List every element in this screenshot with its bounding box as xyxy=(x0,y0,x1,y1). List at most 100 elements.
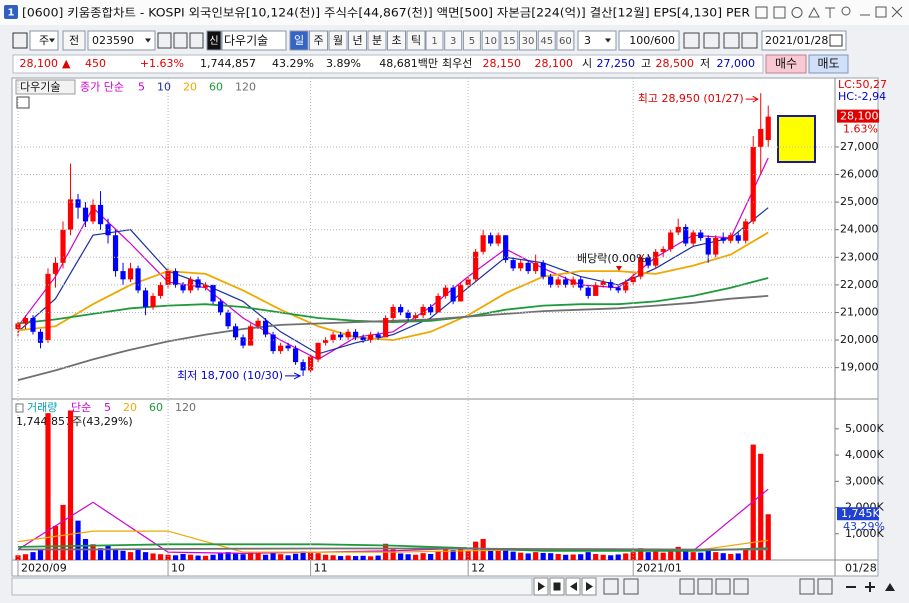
period-button[interactable] xyxy=(289,30,309,51)
candle-body xyxy=(22,318,29,324)
scroll-track[interactable] xyxy=(11,577,533,596)
interval-button[interactable] xyxy=(519,30,537,51)
side-strip xyxy=(880,78,908,598)
legend-box[interactable] xyxy=(15,79,76,95)
tool-button[interactable] xyxy=(799,578,815,595)
tool-button[interactable] xyxy=(679,578,695,595)
y-tick-label: 21,000 xyxy=(840,305,879,318)
app-icon-label: 1 xyxy=(8,8,15,19)
volume-bar xyxy=(518,552,524,560)
icon-button[interactable] xyxy=(841,6,851,16)
prev-button[interactable] xyxy=(62,30,86,51)
interval-button[interactable] xyxy=(556,30,575,51)
volume-bar xyxy=(90,544,96,560)
volume-bar xyxy=(555,553,561,560)
interval-button[interactable] xyxy=(425,30,444,51)
icon-button[interactable] xyxy=(808,6,820,18)
tool-icon[interactable] xyxy=(173,32,188,49)
zoom-in-button[interactable] xyxy=(865,582,875,592)
volume-bar xyxy=(30,552,36,560)
legend-entry: 5 xyxy=(138,81,145,94)
maximize-button[interactable] xyxy=(875,6,887,18)
dropdown-arrow[interactable] xyxy=(145,38,151,43)
sell-button[interactable] xyxy=(808,54,849,74)
volume-bar xyxy=(67,410,74,560)
volume-bar xyxy=(570,554,576,560)
volume-bar xyxy=(713,552,719,560)
tool-button[interactable] xyxy=(623,578,639,595)
high-arrow xyxy=(745,95,759,103)
volume-bar xyxy=(510,551,516,560)
dropdown-arrow[interactable] xyxy=(49,38,55,43)
new-badge[interactable] xyxy=(206,30,222,51)
period-button[interactable] xyxy=(367,30,387,51)
chart-area xyxy=(11,77,879,577)
code-input[interactable] xyxy=(87,30,156,51)
volume-bar xyxy=(623,553,629,560)
order-box[interactable] xyxy=(777,115,816,163)
dropdown-arrow[interactable] xyxy=(605,38,611,43)
y-tick-label: 4,000K xyxy=(845,448,884,461)
candle-body xyxy=(60,229,66,263)
grid-icon[interactable] xyxy=(16,96,30,109)
last-volume-label: 1,745K xyxy=(841,507,880,520)
volume-bar xyxy=(593,553,599,560)
tool-button[interactable] xyxy=(817,578,833,595)
candle-body xyxy=(398,306,404,313)
volume-bar xyxy=(240,554,246,560)
tool-icon[interactable] xyxy=(157,32,172,49)
calendar-icon[interactable] xyxy=(829,34,843,47)
tool-button[interactable] xyxy=(603,578,619,595)
volume-bar xyxy=(585,552,591,560)
tool-icon[interactable] xyxy=(741,32,758,49)
candle-body xyxy=(187,279,194,291)
x-tick-label: 11 xyxy=(314,562,328,575)
tool-icon[interactable] xyxy=(683,32,700,49)
candle-body xyxy=(232,326,239,338)
period-button[interactable] xyxy=(328,30,348,51)
interval-button[interactable] xyxy=(444,30,463,51)
candle-body xyxy=(247,326,254,346)
interval-button[interactable] xyxy=(500,30,519,51)
period-button[interactable] xyxy=(406,30,426,51)
interval-button[interactable] xyxy=(462,30,481,51)
close-button[interactable] xyxy=(891,6,903,18)
volume-bar xyxy=(315,553,321,560)
date-input[interactable] xyxy=(761,30,847,51)
y-tick-label: 20,000 xyxy=(840,333,879,346)
interval-button[interactable] xyxy=(537,30,556,51)
tool-button[interactable] xyxy=(715,578,731,595)
volume-bar xyxy=(660,552,666,560)
multiplier-select[interactable] xyxy=(577,30,617,51)
icon-button[interactable] xyxy=(773,6,786,19)
candle-body xyxy=(150,295,156,307)
icon-button[interactable] xyxy=(825,7,835,18)
tool-icon[interactable] xyxy=(189,32,204,49)
name-field[interactable] xyxy=(221,30,287,51)
volume-plot xyxy=(15,410,771,560)
volume-bar xyxy=(420,553,426,560)
ma-line xyxy=(17,277,769,325)
candle-body xyxy=(75,199,81,208)
period-type-select[interactable] xyxy=(29,30,59,51)
period-button[interactable] xyxy=(387,30,406,51)
volume-bar xyxy=(443,548,449,560)
volume-bar xyxy=(202,555,209,560)
period-button[interactable] xyxy=(348,30,367,51)
period-button[interactable] xyxy=(309,30,328,51)
legend-toggle[interactable] xyxy=(15,403,24,413)
tool-button[interactable] xyxy=(697,578,713,595)
tool-button[interactable] xyxy=(733,578,749,595)
tool-icon[interactable] xyxy=(723,32,740,49)
collapse-button[interactable] xyxy=(885,583,895,591)
quote-rate: +1.63% xyxy=(140,57,184,70)
icon-button[interactable] xyxy=(791,7,803,18)
count-input[interactable] xyxy=(618,30,680,51)
icon-button[interactable] xyxy=(755,6,768,19)
volume-bar xyxy=(225,552,231,560)
quote-amount: 48,681백만 xyxy=(379,57,438,70)
buy-button[interactable] xyxy=(765,54,807,74)
menu-icon[interactable] xyxy=(12,32,28,49)
tool-icon[interactable] xyxy=(703,32,720,49)
interval-button[interactable] xyxy=(481,30,500,51)
